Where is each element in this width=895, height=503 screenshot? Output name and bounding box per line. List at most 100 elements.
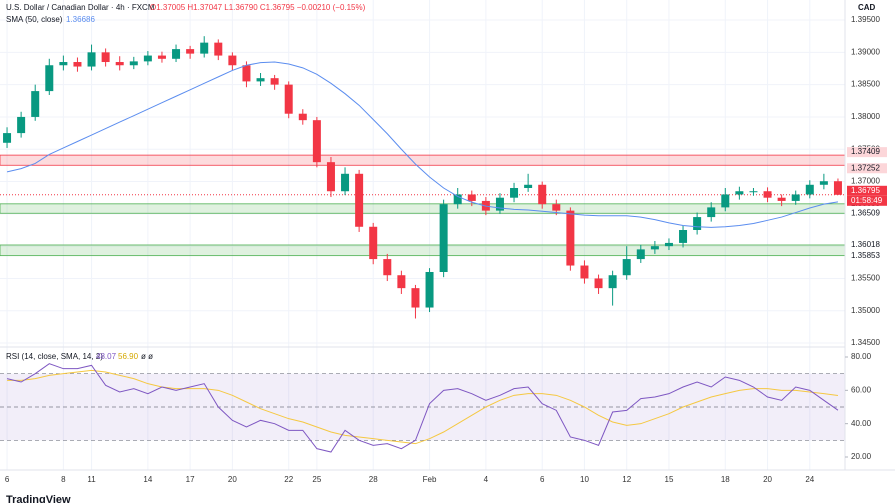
candle-body	[707, 207, 716, 218]
y-tick-label: 1.37000	[851, 177, 880, 186]
x-tick-label: 17	[186, 475, 195, 484]
price-tag	[847, 250, 887, 261]
price-tag-label: 1.36795	[851, 186, 880, 195]
candle-body	[693, 217, 702, 230]
candle-body	[495, 197, 504, 211]
y-tick-label: 1.38500	[851, 80, 880, 89]
x-tick-label: 15	[665, 475, 674, 484]
x-tick-label: 4	[484, 475, 489, 484]
x-tick-label: 20	[228, 475, 237, 484]
candle-body	[763, 191, 772, 198]
price-tag	[847, 147, 887, 158]
x-tick-label: 8	[61, 475, 66, 484]
candle-body	[552, 204, 561, 211]
candle-body	[17, 116, 26, 134]
axes: 1.395001.390001.385001.380001.375001.370…	[5, 15, 887, 484]
price-tag-label: 1.36509	[851, 208, 880, 217]
price-tag-label: 1.35853	[851, 251, 880, 260]
rsi-line	[6, 363, 839, 453]
x-tick-label: 28	[369, 475, 378, 484]
candle-body	[298, 113, 307, 121]
candle-body	[87, 52, 96, 67]
price-tag-label: 1.36018	[851, 240, 880, 249]
x-tick-label: 18	[721, 475, 730, 484]
candle-body	[186, 49, 195, 54]
candle-body	[73, 62, 82, 67]
sma-label: SMA (50, close)	[6, 15, 63, 24]
candle-body	[679, 230, 688, 243]
candle-body	[383, 259, 392, 276]
candle-body	[129, 61, 138, 66]
x-tick-label: 24	[805, 475, 814, 484]
price-tag-label: 1.37409	[851, 147, 880, 156]
x-tick-label: 12	[622, 475, 631, 484]
candle-body	[101, 52, 110, 63]
rsi-value: 48.07	[96, 352, 117, 361]
price-tag-label: 01:58:49	[851, 196, 883, 205]
candle-body	[157, 55, 166, 59]
candle-body	[805, 184, 814, 195]
y-tick-label: 40.00	[851, 419, 872, 428]
candle-body	[664, 242, 673, 247]
candle-body	[355, 173, 364, 227]
x-tick-label: 20	[763, 475, 772, 484]
ohlc: O1.37005 H1.37047 L1.36790 C1.36795 −0.0…	[150, 3, 366, 12]
candle-body	[636, 249, 645, 260]
candle-body	[566, 210, 575, 266]
candle-body	[172, 49, 181, 59]
candle-body	[439, 204, 448, 272]
zone	[0, 154, 846, 166]
candle-body	[312, 120, 321, 163]
rsi-sma-value: 56.90	[118, 352, 139, 361]
candle-body	[580, 265, 589, 279]
candle-body	[538, 184, 547, 205]
y-tick-label: 1.38000	[851, 112, 880, 121]
rsi-extra: ø ø	[141, 352, 153, 361]
price-tag	[847, 195, 887, 206]
candle-body	[467, 194, 476, 201]
price-tag	[847, 185, 887, 196]
candle-body	[749, 191, 758, 193]
candle-body	[45, 65, 54, 92]
candle-body	[608, 275, 617, 289]
y-tick-label: 1.35000	[851, 306, 880, 315]
price-tag	[847, 239, 887, 250]
candle-body	[214, 42, 223, 56]
sma-value: 1.36686	[66, 15, 95, 24]
candle-body	[594, 278, 603, 289]
x-tick-label: 14	[143, 475, 152, 484]
price-tag-label: 1.37252	[851, 163, 880, 172]
y-tick-label: 1.35500	[851, 274, 880, 283]
zone	[0, 203, 846, 214]
candle-body	[524, 184, 533, 189]
candle-body	[270, 78, 279, 85]
candle-body	[721, 194, 730, 208]
x-tick-label: 22	[284, 475, 293, 484]
candle-body	[341, 173, 350, 192]
candle-body	[228, 55, 237, 66]
candle-body	[143, 55, 152, 62]
candle-body	[31, 91, 40, 117]
candle-body	[510, 188, 519, 198]
y-tick-label: 1.39500	[851, 15, 880, 24]
y-tick-label: 60.00	[851, 385, 872, 394]
candle-body	[256, 78, 265, 82]
candle-body	[622, 259, 631, 276]
candle-body	[819, 181, 828, 185]
candle-body	[115, 62, 124, 66]
rsi-label: RSI (14, close, SMA, 14, 2)	[6, 352, 103, 361]
candle-body	[791, 194, 800, 201]
candle-body	[735, 191, 744, 195]
candle-body	[650, 246, 659, 250]
candle-body	[425, 271, 434, 308]
y-tick-label: 1.39000	[851, 47, 880, 56]
plot	[0, 0, 846, 470]
candle-body	[369, 226, 378, 260]
zone	[0, 244, 846, 257]
sma-line	[6, 61, 839, 228]
symbol: U.S. Dollar / Canadian Dollar · 4h · FXC…	[6, 3, 155, 12]
y-tick-label: 1.34500	[851, 338, 880, 347]
candle-body	[397, 275, 406, 289]
x-tick-label: 6	[540, 475, 545, 484]
price-tag	[847, 163, 887, 174]
